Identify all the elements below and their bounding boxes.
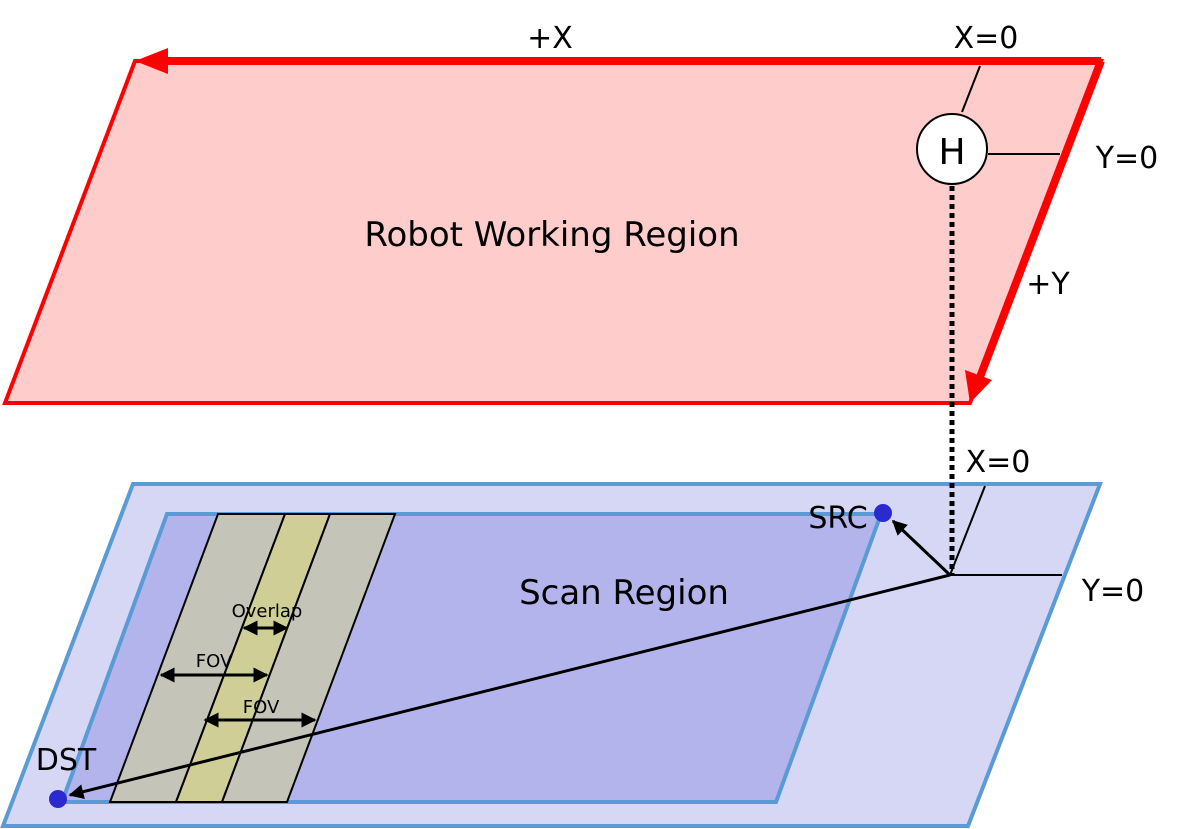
fov-label-2: FOV: [243, 697, 280, 718]
src-label: SRC: [808, 501, 867, 536]
scan-region-label: Scan Region: [519, 573, 729, 613]
x-axis-label: +X: [527, 21, 573, 56]
src-path-arrow: [891, 519, 952, 577]
home-marker: [916, 113, 988, 185]
fov-label-1: FOV: [196, 651, 233, 672]
robot-x-zero-label: X=0: [954, 21, 1019, 56]
overlap-label: Overlap: [232, 601, 303, 622]
robot-x-zero-line: [961, 65, 981, 113]
dst-point: [49, 790, 67, 808]
home-label: H: [938, 132, 965, 173]
scan-y-zero-label: Y=0: [1081, 574, 1145, 609]
src-point: [874, 504, 892, 522]
y-axis-arrowhead: [965, 370, 992, 403]
dst-label: DST: [36, 743, 97, 778]
scan-strip-right: [220, 513, 397, 803]
x-axis-arrowhead: [135, 48, 168, 74]
dst-path-arrow: [68, 573, 951, 800]
robot-region-label: Robot Working Region: [364, 215, 739, 255]
robot-working-region: H Robot Working Region +X X=0 Y=0 +Y: [2, 21, 1159, 405]
y-axis-label: +Y: [1026, 267, 1070, 302]
scan-x-zero-line: [949, 485, 986, 576]
y-axis-arrow: [976, 59, 1105, 379]
scan-x-zero-label: X=0: [966, 445, 1031, 480]
robot-y-zero-label: Y=0: [1095, 141, 1159, 176]
scan-stage: Overlap FOV FOV Scan Region SRC DST X=0 …: [0, 445, 1145, 828]
